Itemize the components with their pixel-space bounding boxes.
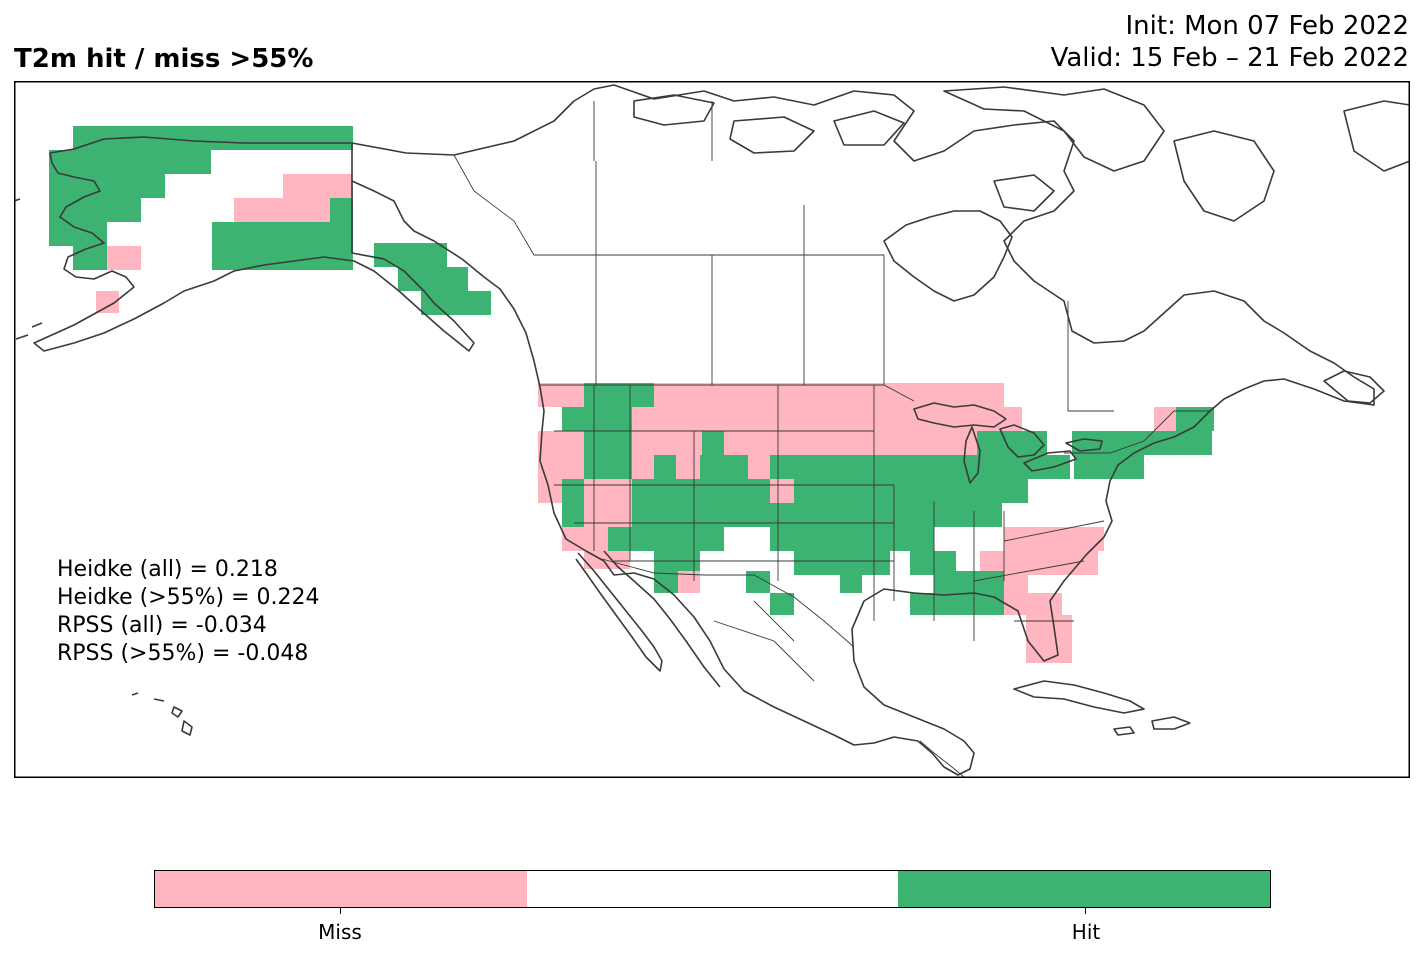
hit-cell xyxy=(770,527,794,551)
rpss-55-score: RPSS (>55%) = -0.048 xyxy=(57,641,309,666)
hit-cell xyxy=(746,571,770,593)
coastlines xyxy=(14,84,1410,776)
colorbar-miss-segment xyxy=(155,871,527,907)
miss-cell xyxy=(748,455,770,479)
hit-cell xyxy=(584,455,632,479)
map-border xyxy=(14,81,1410,778)
map-title: T2m hit / miss >55% xyxy=(14,44,314,74)
miss-cell xyxy=(782,407,872,431)
miss-cell xyxy=(107,246,141,270)
miss-cell xyxy=(538,383,584,407)
colorbar-hit-segment xyxy=(898,871,1271,907)
heidke-all-score: Heidke (all) = 0.218 xyxy=(57,557,278,582)
miss-cell xyxy=(584,479,632,503)
hit-cell xyxy=(894,527,934,551)
hit-cell xyxy=(212,222,353,246)
miss-cell xyxy=(632,431,702,455)
miss-cell xyxy=(884,383,1004,407)
hit-cell xyxy=(49,174,165,198)
miss-cell xyxy=(538,455,584,479)
hit-cell xyxy=(934,571,1004,593)
miss-cell xyxy=(96,291,119,313)
hit-cell xyxy=(840,571,862,593)
hit-cell xyxy=(398,267,468,291)
hit-cell xyxy=(770,593,794,615)
colorbar-tick-hit xyxy=(1085,908,1086,914)
hit-cell xyxy=(794,479,1004,503)
hit-cell xyxy=(49,222,107,246)
miss-cell xyxy=(676,455,700,479)
hit-cell xyxy=(562,479,584,503)
hit-cell xyxy=(421,291,491,315)
hit-cell xyxy=(654,455,676,479)
miss-cell xyxy=(632,455,654,479)
hit-cell xyxy=(794,527,894,551)
hit-cell xyxy=(584,383,654,407)
miss-cell xyxy=(1026,615,1072,663)
colorbar xyxy=(154,870,1271,908)
rpss-all-score: RPSS (all) = -0.034 xyxy=(57,613,267,638)
hit-cell xyxy=(632,479,772,503)
forecast-dates: Init: Mon 07 Feb 2022 Valid: 15 Feb – 21… xyxy=(1051,10,1409,74)
verification-scores: Heidke (all) = 0.218 Heidke (>55%) = 0.2… xyxy=(57,556,320,668)
hit-cell xyxy=(608,527,724,551)
colorbar-label-hit: Hit xyxy=(1071,920,1101,944)
hit-cell xyxy=(330,198,353,222)
hit-cell xyxy=(562,503,584,527)
colorbar-neutral-segment xyxy=(526,871,899,907)
north-america-map xyxy=(14,81,1410,778)
political-borders xyxy=(351,101,1210,778)
miss-cell xyxy=(678,571,700,593)
miss-cell xyxy=(872,431,977,455)
init-date: Init: Mon 07 Feb 2022 xyxy=(1125,11,1410,41)
miss-cell xyxy=(538,431,584,455)
hit-cell xyxy=(910,593,1004,615)
hit-cell xyxy=(584,431,632,455)
hit-cell xyxy=(702,431,724,455)
miss-cell xyxy=(562,527,608,551)
miss-cell xyxy=(770,479,794,503)
hit-cell xyxy=(770,455,1000,479)
hit-cell xyxy=(562,407,632,431)
miss-cell xyxy=(782,431,872,455)
miss-cell xyxy=(654,383,884,407)
miss-cell xyxy=(654,407,784,431)
miss-cell xyxy=(1004,593,1062,615)
hit-cell xyxy=(1074,455,1144,479)
heidke-55-score: Heidke (>55%) = 0.224 xyxy=(57,585,320,610)
miss-cell xyxy=(872,407,1022,431)
hit-cell xyxy=(1004,479,1028,503)
hit-cell xyxy=(49,150,211,174)
colorbar-label-miss: Miss xyxy=(318,920,362,944)
miss-cell xyxy=(724,431,784,455)
hit-cell xyxy=(700,455,748,479)
valid-period: Valid: 15 Feb – 21 Feb 2022 xyxy=(1050,43,1409,73)
miss-cell xyxy=(1004,571,1028,593)
hit-cell xyxy=(73,246,107,270)
miss-cell xyxy=(283,174,353,198)
colorbar-tick-miss xyxy=(340,908,341,914)
miss-cell xyxy=(234,198,330,222)
hit-cell xyxy=(1072,431,1212,455)
hit-cell xyxy=(374,243,447,267)
map-panel xyxy=(14,81,1410,778)
miss-cell xyxy=(632,407,654,431)
